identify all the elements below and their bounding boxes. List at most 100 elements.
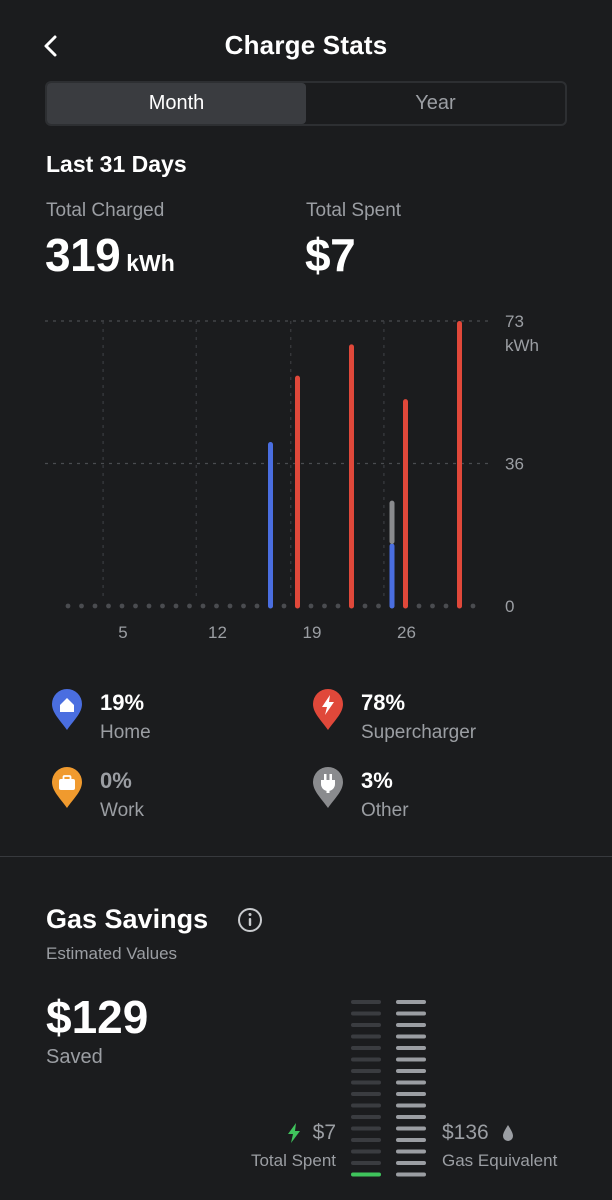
plug-icon [313,767,343,808]
spent-gauge-segment [351,1057,381,1062]
day-dot [173,603,179,609]
spent-gauge-segment [351,1080,381,1085]
bolt-icon [288,1123,300,1143]
day-dot [430,603,435,609]
day-dot [79,603,84,609]
legend-supercharger: 78% Supercharger [311,689,477,746]
spent-gauge-segment [351,1023,381,1027]
gas-savings-title: Gas Savings [46,904,209,934]
gas-equivalent-gauge-segment [396,1172,426,1177]
spent-gauge-segment [351,1034,381,1039]
page-title: Charge Stats [224,30,388,60]
tab-year[interactable]: Year [415,92,456,114]
legend-supercharger-pct: 78% [361,690,406,715]
charge-chart: 5 12 19 26 73 36 0 kWh [45,312,539,642]
legend-home-pct: 19% [100,690,145,715]
day-dot [376,603,381,609]
day-dot [119,603,125,609]
day-dot [133,603,138,609]
day-dot [160,603,165,609]
total-spent-label: Total Spent [306,200,402,221]
bolt-icon [313,689,343,730]
gas-equivalent-gauge-segment [396,1080,426,1085]
briefcase-icon [52,767,82,808]
gas-equivalent-gauge-segment [396,1126,426,1131]
legend-home: 19% Home [50,689,151,746]
info-icon[interactable] [237,907,263,933]
day-dot [362,603,368,609]
gas-equivalent-caption: Gas Equivalent [442,1151,558,1170]
total-spent-caption: Total Spent [250,1151,336,1170]
gas-equivalent-gauge-segment [396,1046,426,1050]
day-dot [322,603,327,609]
spent-gauge-segment [351,1092,381,1096]
chevron-left-icon[interactable] [36,28,68,64]
gas-equivalent-gauge-segment [396,1069,426,1073]
legend-work-name: Work [100,800,144,821]
x-tick-label: 19 [303,623,322,642]
day-dot [281,603,287,609]
y-tick-label: 36 [505,455,524,474]
header: Charge Stats [0,0,612,80]
spent-gauge-segment [351,1103,381,1108]
spent-gauge-segment [351,1149,381,1154]
day-dot [106,603,111,609]
spent-gauge-segment [351,1126,381,1131]
day-dot [92,603,98,609]
day-dot [308,603,314,609]
total-spent-value: $7 [305,229,356,281]
legend-supercharger-name: Supercharger [361,722,477,743]
day-dot [187,603,192,609]
legend-other-name: Other [361,800,409,821]
total-charged-number: 319 [45,229,121,281]
total-charged-label: Total Charged [46,200,165,221]
y-tick-label: 0 [505,597,514,616]
gas-equivalent-gauge-segment [396,1011,426,1016]
y-tick-label: 73 [505,312,524,331]
day-dot [470,603,476,609]
y-unit-label: kWh [505,336,539,355]
legend-other: 3% Other [311,767,409,824]
legend-work: 0% Work [50,767,144,824]
day-dot [227,603,233,609]
period-tabs: Month Year [45,81,567,126]
day-dot [335,603,341,609]
gas-equivalent-amount: $136 [442,1121,489,1144]
drop-icon [503,1125,513,1141]
section-divider [0,856,612,857]
gas-equivalent-gauge-segment [396,1149,426,1154]
gas-equivalent-gauge-segment [396,1092,426,1096]
spent-gauge-segment [351,1069,381,1073]
gas-savings-value: $129 [46,991,149,1043]
gas-equivalent-gauge-segment [396,1115,426,1119]
total-charged-value: 319 kWh [45,228,175,282]
day-dot [443,603,449,609]
day-dot [241,603,246,609]
spent-gauge-segment [351,1172,381,1177]
gas-equivalent-gauge-segment [396,1000,426,1004]
legend-other-pct: 3% [361,768,393,793]
spent-gauge-segment [351,1046,381,1050]
total-spent-amount: $7 [312,1121,336,1144]
x-tick-label: 12 [208,623,227,642]
day-dot [214,603,219,609]
spent-gauge-segment [351,1161,381,1165]
x-tick-label: 5 [118,623,127,642]
gas-equivalent-gauge-segment [396,1103,426,1108]
gas-savings-subtitle: Estimated Values [46,944,178,963]
gas-equivalent-gauge-segment [396,1034,426,1039]
legend-home-name: Home [100,722,151,743]
gas-equivalent-gauge-segment [396,1138,426,1142]
spent-gauge-segment [351,1000,381,1004]
tab-month[interactable]: Month [47,83,306,124]
gas-equivalent-gauge-segment [396,1023,426,1027]
total-charged-unit: kWh [126,250,175,276]
spent-gauge-segment [351,1011,381,1016]
day-dot [146,603,152,609]
home-icon [52,689,82,730]
x-tick-label: 26 [397,623,416,642]
gas-equivalent-gauge-segment [396,1161,426,1165]
day-dot [416,603,422,609]
gas-savings-saved-label: Saved [46,1046,103,1068]
legend-work-pct: 0% [100,768,132,793]
